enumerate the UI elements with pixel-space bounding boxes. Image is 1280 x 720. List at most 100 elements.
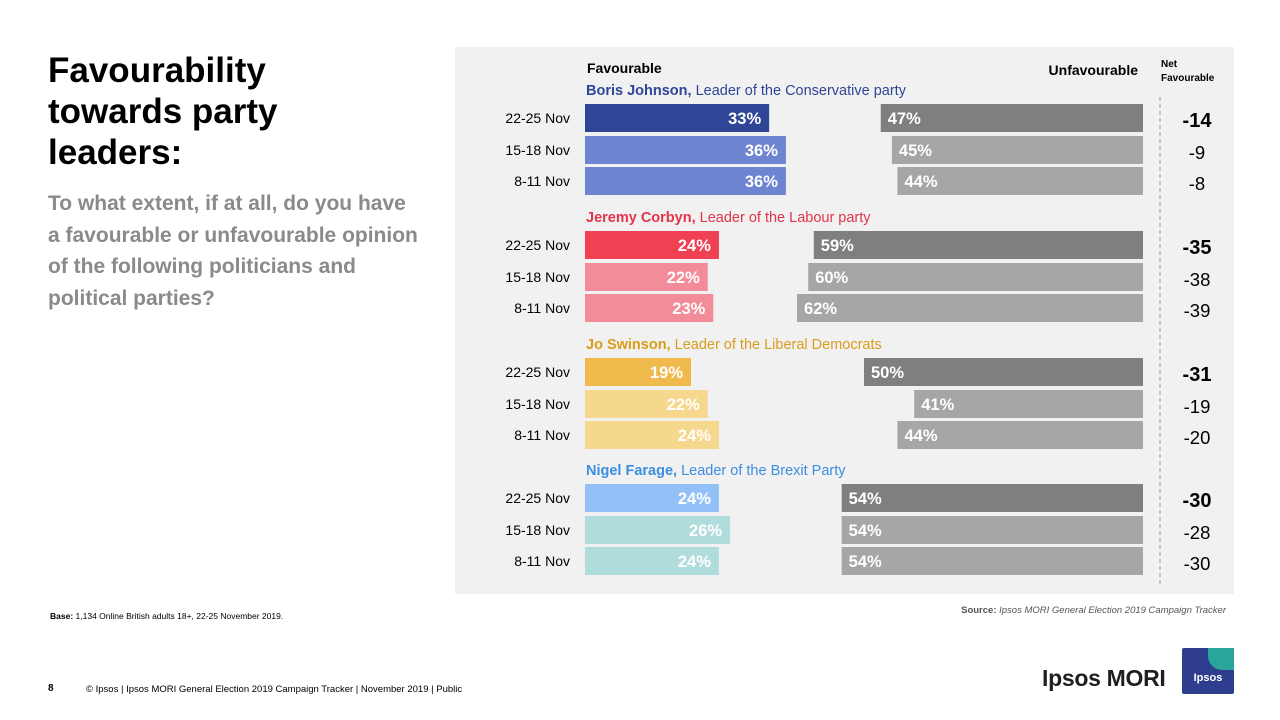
unfavourable-bar — [914, 390, 1143, 418]
net-favourable-value: -8 — [1189, 173, 1205, 194]
header-net-line2: Favourable — [1161, 73, 1215, 84]
net-favourable-value: -38 — [1184, 269, 1211, 290]
leader-role: Leader of the Liberal Democrats — [675, 337, 882, 353]
favourable-label: 36% — [745, 142, 778, 160]
base-note: Base: 1,134 Online British adults 18+, 2… — [50, 611, 283, 621]
favourable-label: 36% — [745, 173, 778, 191]
leader-role: Leader of the Labour party — [700, 210, 872, 226]
ipsos-mori-logo-text: Ipsos MORI — [1042, 665, 1166, 691]
header-net-line1: Net — [1161, 59, 1178, 70]
header-unfavourable: Unfavourable — [1049, 62, 1139, 78]
unfavourable-bar — [897, 167, 1143, 195]
survey-question: To what extent, if at all, do you have a… — [48, 192, 418, 310]
chart-panel: Favourable Unfavourable Net Favourable Boris… — [455, 47, 1234, 594]
unfavourable-bar — [841, 547, 1143, 575]
unfavourable-label: 45% — [899, 142, 932, 160]
favourable-bar — [585, 547, 719, 575]
net-favourable-value: -39 — [1184, 300, 1211, 321]
source-note: Source: Ipsos MORI General Election 2019… — [961, 605, 1226, 616]
unfavourable-label: 41% — [921, 396, 954, 414]
unfavourable-bar — [864, 358, 1143, 386]
unfavourable-label: 44% — [904, 427, 937, 445]
group-title: Jo Swinson, Leader of the Liberal Democr… — [586, 337, 882, 353]
period-label: 22-25 Nov — [505, 237, 570, 253]
leader-name: Nigel Farage, — [586, 463, 681, 479]
net-favourable-value: -28 — [1184, 522, 1211, 543]
net-favourable-value: -19 — [1184, 396, 1211, 417]
favourability-chart: Favourable Unfavourable Net Favourable Boris… — [505, 59, 1215, 587]
favourable-label: 24% — [678, 237, 711, 255]
unfavourable-label: 59% — [821, 237, 854, 255]
favourable-bar — [585, 104, 770, 132]
net-favourable-value: -30 — [1184, 553, 1211, 574]
favourable-bar — [585, 231, 719, 259]
net-favourable-value: -35 — [1183, 237, 1212, 259]
net-favourable-value: -31 — [1183, 364, 1212, 386]
unfavourable-bar — [891, 136, 1143, 164]
favourable-bar — [585, 516, 731, 544]
favourable-bar — [585, 294, 714, 322]
favourable-label: 24% — [678, 553, 711, 571]
unfavourable-bar — [841, 484, 1143, 512]
favourable-label: 24% — [678, 490, 711, 508]
period-label: 8-11 Nov — [514, 300, 570, 316]
group-title: Boris Johnson, Leader of the Conservativ… — [586, 83, 907, 99]
period-label: 8-11 Nov — [514, 427, 570, 443]
unfavourable-label: 47% — [888, 110, 921, 128]
unfavourable-bar — [813, 231, 1143, 259]
unfavourable-label: 44% — [904, 173, 937, 191]
period-label: 22-25 Nov — [505, 110, 570, 126]
unfavourable-label: 60% — [815, 269, 848, 287]
logo-badge-text: Ipsos — [1193, 672, 1223, 684]
base-label: Base: — [50, 611, 74, 621]
favourable-bar — [585, 390, 708, 418]
favourable-label: 33% — [728, 110, 761, 128]
unfavourable-label: 54% — [849, 522, 882, 540]
page-number: 8 — [48, 683, 54, 694]
net-favourable-value: -14 — [1183, 110, 1213, 132]
unfavourable-bar — [897, 421, 1143, 449]
leader-name: Boris Johnson, — [586, 83, 696, 99]
net-favourable-value: -9 — [1189, 142, 1205, 163]
favourable-label: 23% — [672, 300, 705, 318]
unfavourable-label: 54% — [849, 490, 882, 508]
unfavourable-label: 62% — [804, 300, 837, 318]
favourable-bar — [585, 167, 786, 195]
favourable-label: 24% — [678, 427, 711, 445]
period-label: 15-18 Nov — [505, 269, 570, 285]
unfavourable-bar — [841, 516, 1143, 544]
group-title: Nigel Farage, Leader of the Brexit Party — [586, 463, 846, 479]
period-label: 15-18 Nov — [505, 142, 570, 158]
net-favourable-value: -30 — [1183, 490, 1212, 512]
ipsos-logo-icon: Ipsos — [1182, 648, 1234, 694]
unfavourable-label: 54% — [849, 553, 882, 571]
favourable-bar — [585, 358, 692, 386]
base-text: 1,134 Online British adults 18+, 22-25 N… — [75, 611, 284, 621]
favourable-bar — [585, 263, 708, 291]
unfavourable-bar — [880, 104, 1143, 132]
leader-role: Leader of the Conservative party — [696, 83, 907, 99]
leader-name: Jo Swinson, — [586, 337, 675, 353]
favourable-bar — [585, 484, 719, 512]
unfavourable-bar — [797, 294, 1143, 322]
header-favourable: Favourable — [587, 60, 662, 76]
group-title: Jeremy Corbyn, Leader of the Labour part… — [586, 210, 871, 226]
source-text: Ipsos MORI General Election 2019 Campaig… — [999, 605, 1226, 616]
leader-name: Jeremy Corbyn, — [586, 210, 700, 226]
source-label: Source: — [961, 605, 997, 616]
period-label: 15-18 Nov — [505, 396, 570, 412]
leader-role: Leader of the Brexit Party — [681, 463, 846, 479]
favourable-label: 26% — [689, 522, 722, 540]
net-favourable-value: -20 — [1184, 427, 1211, 448]
logo-shape — [1208, 648, 1234, 670]
favourable-label: 22% — [667, 269, 700, 287]
favourable-label: 22% — [667, 396, 700, 414]
unfavourable-label: 50% — [871, 364, 904, 382]
period-label: 15-18 Nov — [505, 522, 570, 538]
favourable-bar — [585, 136, 786, 164]
unfavourable-bar — [808, 263, 1143, 291]
period-label: 22-25 Nov — [505, 364, 570, 380]
footer-text: © Ipsos | Ipsos MORI General Election 20… — [86, 684, 463, 695]
period-label: 8-11 Nov — [514, 553, 570, 569]
period-label: 22-25 Nov — [505, 490, 570, 506]
